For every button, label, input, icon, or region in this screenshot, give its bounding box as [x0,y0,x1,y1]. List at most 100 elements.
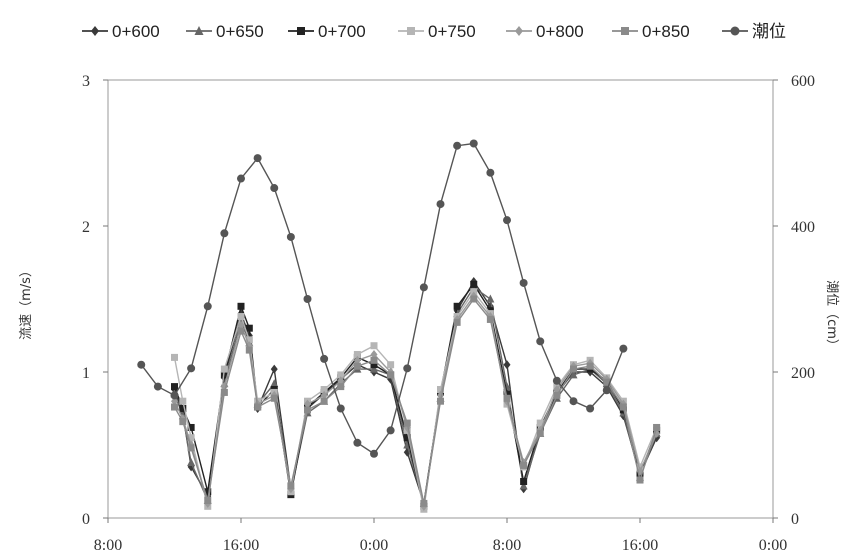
data-point [187,423,195,431]
data-point [237,327,245,335]
legend-label: 0+850 [642,22,690,41]
data-point [420,499,428,507]
legend-marker [91,26,99,36]
data-point [419,283,428,292]
data-point [320,354,329,363]
data-point [353,438,362,447]
data-point [387,361,395,369]
data-point [320,397,328,405]
legend-label: 0+800 [536,22,584,41]
data-point [337,383,345,391]
data-point [387,371,395,379]
right-tick-label: 400 [791,219,815,236]
data-point [453,318,461,326]
data-point [270,394,278,402]
data-point [370,349,378,359]
data-point [503,394,511,402]
series-潮位 [137,139,628,458]
data-point [453,302,461,310]
data-point [569,397,578,406]
data-point [437,386,444,394]
data-point [386,426,395,435]
data-point [503,216,511,225]
data-point [653,423,661,431]
plot-area [107,79,774,519]
data-point [179,397,187,405]
data-point [536,337,545,346]
data-point [603,378,611,386]
legend-marker [407,27,415,35]
data-point [336,404,345,413]
x-tick-label: 0:00 [759,537,787,554]
data-point [536,419,544,427]
data-point [220,365,228,373]
right-axis-label: 潮位（cm） [824,280,839,352]
data-point [320,386,328,394]
data-point [370,361,378,369]
data-point [171,383,178,391]
x-axis: 8:00 16:00 0:00 8:00 16:00 0:00 [94,518,787,554]
data-point [137,360,146,369]
data-point [437,397,444,405]
x-tick-label: 16:00 [223,537,259,554]
data-point [245,324,253,332]
data-point [286,232,295,241]
right-tick-label: 0 [791,511,799,528]
data-point [519,481,528,490]
data-point [204,488,212,496]
data-point [179,405,187,412]
data-point [253,154,262,163]
data-point [237,174,245,183]
data-point [602,386,611,395]
data-point [170,391,179,400]
data-point [171,403,178,411]
data-point [187,364,196,373]
left-axis: 0 1 2 3 [82,73,108,528]
series-group [137,139,661,513]
left-tick-label: 2 [82,219,90,236]
data-point [337,371,345,379]
data-point [636,476,644,484]
data-point [187,434,195,442]
legend-marker [621,27,629,35]
data-point [337,376,345,386]
data-point [519,278,528,287]
data-point [270,184,279,193]
data-point [520,478,528,485]
data-point [536,429,544,437]
data-point [619,403,627,411]
data-point [153,382,162,391]
data-point [619,344,628,353]
data-point [470,280,478,288]
data-point [187,444,195,452]
data-point [403,434,411,442]
data-point [270,379,279,388]
data-point [586,404,595,413]
data-point [204,496,212,504]
legend-marker [515,26,523,36]
data-point [220,388,228,396]
data-point [520,461,528,469]
data-point [470,295,478,303]
legend-label: 0+650 [216,22,264,41]
right-axis: 0 200 400 600 [773,73,815,528]
data-point [370,356,378,364]
data-point [453,141,462,150]
data-point [304,399,311,409]
legend-marker [730,26,740,36]
right-tick-label: 600 [791,73,815,90]
data-point [237,320,245,330]
data-point [245,336,253,344]
left-axis-label: 流速（m/s） [19,264,34,340]
legend-label: 潮位 [752,22,786,41]
x-tick-label: 8:00 [94,537,122,554]
legend-marker [194,26,204,35]
right-tick-label: 200 [791,365,815,382]
data-point [436,200,445,209]
data-point [237,302,245,310]
data-point [370,342,378,350]
data-point [270,364,278,374]
data-point [237,313,245,321]
data-point [486,168,495,177]
data-point [304,406,311,414]
